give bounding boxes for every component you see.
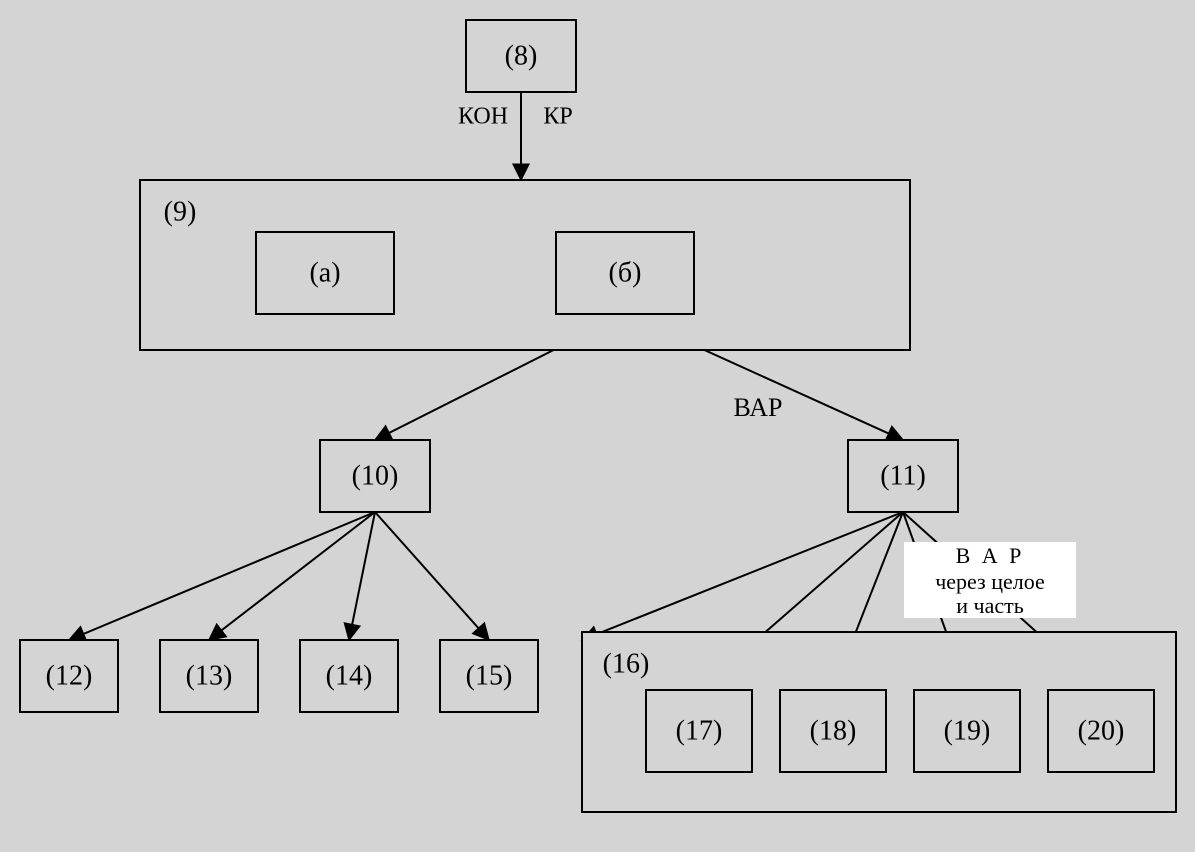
node-label-n14: (14)	[326, 660, 373, 691]
node-n14: (14)	[300, 640, 398, 712]
node-label-n19: (19)	[944, 715, 991, 746]
edge-label-left: КОН	[458, 104, 508, 130]
node-label-n9: (9)	[164, 196, 197, 227]
node-label-n15: (15)	[466, 660, 513, 691]
node-n12: (12)	[20, 640, 118, 712]
node-label-n16: (16)	[603, 648, 650, 679]
node-n11: (11)	[848, 440, 958, 512]
node-n15: (15)	[440, 640, 538, 712]
edge-label-right: КР	[543, 104, 572, 130]
node-nb: (б)	[556, 232, 694, 314]
node-n19: (19)	[914, 690, 1020, 772]
node-label-n17: (17)	[676, 715, 723, 746]
node-label-n11: (11)	[880, 460, 926, 491]
node-label-na: (а)	[309, 257, 340, 288]
node-n20: (20)	[1048, 690, 1154, 772]
edge-label-mid: ВАР	[734, 393, 783, 422]
node-label-n18: (18)	[810, 715, 857, 746]
annotation-var-line2: через целое	[935, 569, 1045, 594]
edge	[209, 512, 375, 640]
node-label-nb: (б)	[609, 257, 642, 288]
node-label-n13: (13)	[186, 660, 233, 691]
node-n17: (17)	[646, 690, 752, 772]
node-n13: (13)	[160, 640, 258, 712]
annotation-var-line1: В А Р	[956, 543, 1025, 568]
node-label-n20: (20)	[1078, 715, 1125, 746]
node-label-n10: (10)	[352, 460, 399, 491]
annotation-var-line3: и часть	[956, 593, 1024, 618]
edge	[582, 512, 903, 640]
node-label-n12: (12)	[46, 660, 93, 691]
node-n10: (10)	[320, 440, 430, 512]
node-n8: (8)	[466, 20, 576, 92]
edge	[375, 512, 489, 640]
node-n18: (18)	[780, 690, 886, 772]
edge	[349, 512, 375, 640]
edge	[69, 512, 375, 640]
node-na: (а)	[256, 232, 394, 314]
node-label-n8: (8)	[505, 40, 538, 71]
